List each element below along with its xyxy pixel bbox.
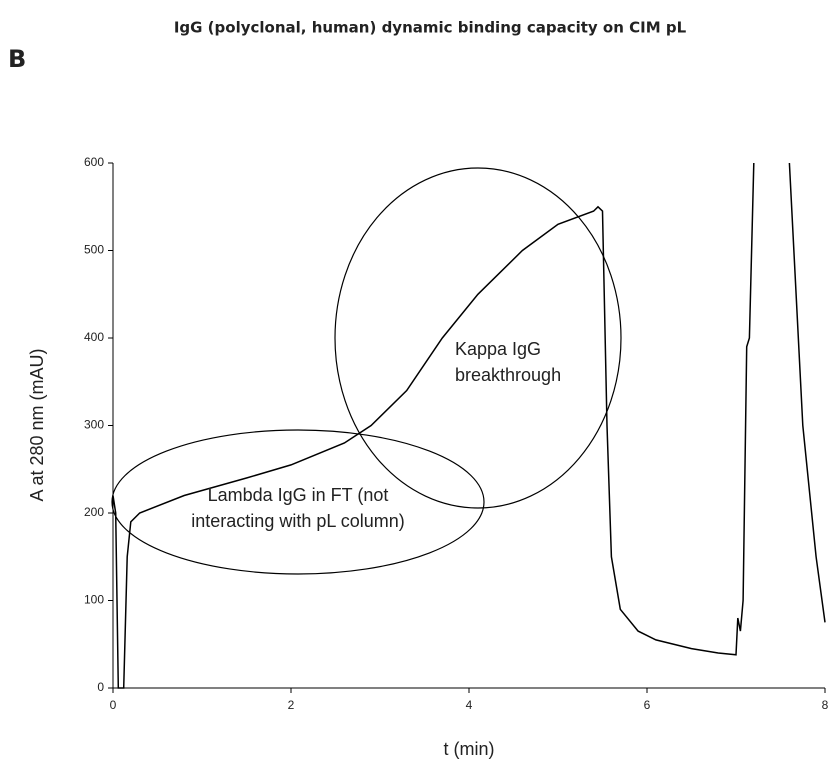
x-tick-label: 0 (110, 698, 117, 712)
y-tick-label: 200 (84, 505, 104, 519)
annotation-text: Kappa IgG (455, 339, 541, 359)
annotation-text: interacting with pL column) (191, 511, 404, 531)
y-tick-label: 400 (84, 330, 104, 344)
y-tick-label: 0 (97, 680, 104, 694)
x-tick-label: 8 (822, 698, 829, 712)
annotation-text: breakthrough (455, 365, 561, 385)
chart-title: IgG (polyclonal, human) dynamic binding … (174, 19, 687, 37)
y-tick-label: 600 (84, 155, 104, 169)
x-tick-label: 2 (288, 698, 295, 712)
y-tick-label: 500 (84, 243, 104, 257)
annotation-ellipse (111, 429, 485, 575)
x-tick-label: 4 (466, 698, 473, 712)
y-tick-label: 300 (84, 418, 104, 432)
annotation-ellipse (334, 167, 622, 509)
annotation-text: Lambda IgG in FT (not (208, 485, 389, 505)
x-tick-label: 6 (644, 698, 651, 712)
panel-label: B (8, 45, 26, 73)
y-tick-label: 100 (84, 593, 104, 607)
x-axis-label: t (min) (444, 739, 495, 759)
data-line (112, 162, 826, 689)
y-axis-label: A at 280 nm (mAU) (27, 348, 47, 501)
